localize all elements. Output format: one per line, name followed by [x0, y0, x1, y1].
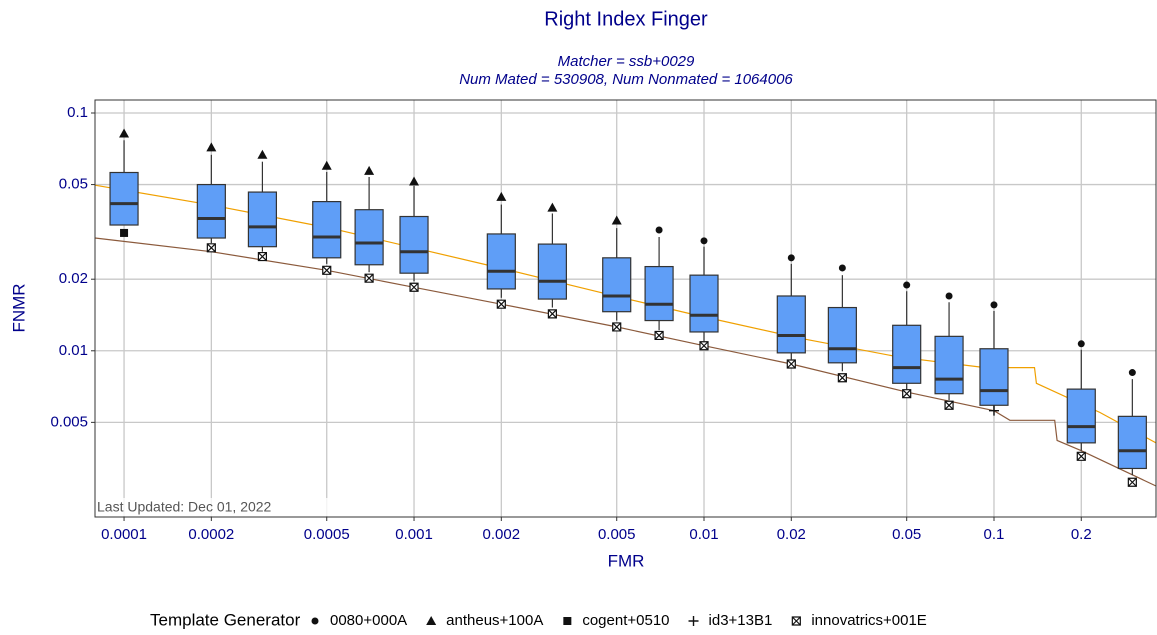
marker-xsquare: [496, 299, 506, 309]
x-axis-label: FMR: [608, 551, 645, 570]
x-tick-label: 0.0005: [304, 526, 350, 543]
box: [354, 209, 384, 266]
marker-triangle: [547, 202, 558, 212]
marker-triangle: [206, 142, 217, 152]
x-tick-label: 0.0002: [188, 526, 234, 543]
x-tick-label: 0.0001: [101, 526, 147, 543]
marker-xsquare: [409, 282, 419, 292]
legend-label: cogent+0510: [582, 612, 669, 629]
box: [776, 295, 806, 354]
y-tick-label: 0.1: [67, 104, 88, 121]
marker-triangle: [257, 149, 268, 159]
box: [644, 265, 674, 322]
box: [399, 215, 429, 274]
marker-triangle: [321, 160, 332, 170]
y-tick-label: 0.02: [59, 270, 88, 287]
marker-xsquare: [654, 330, 664, 341]
box: [247, 191, 278, 248]
x-tick-label: 0.05: [892, 526, 921, 543]
marker-xsquare: [699, 341, 709, 351]
marker-plus: [688, 616, 699, 626]
box: [1066, 388, 1096, 444]
marker-square: [563, 617, 572, 625]
marker-circle: [1128, 369, 1136, 377]
annotation-bg: [96, 498, 328, 516]
legend-label: id3+13B1: [709, 612, 773, 629]
box: [486, 233, 516, 290]
marker-xsquare: [547, 309, 557, 319]
marker-triangle: [119, 128, 130, 138]
marker-xsquare: [322, 265, 332, 275]
y-tick-label: 0.005: [50, 413, 88, 430]
box: [196, 183, 226, 239]
box: [689, 274, 719, 333]
marker-circle: [311, 617, 319, 625]
x-tick-label: 0.001: [395, 526, 433, 543]
marker-square: [120, 228, 129, 237]
box: [892, 324, 922, 384]
box: [537, 243, 567, 300]
marker-plus: [988, 405, 999, 416]
marker-circle: [787, 254, 795, 262]
chart-title: Right Index Finger: [544, 8, 708, 30]
box: [602, 257, 632, 313]
box: [827, 306, 857, 364]
box: [1117, 415, 1147, 470]
y-tick-label: 0.05: [59, 176, 88, 193]
box: [934, 335, 964, 395]
plot-area: 0.1 0.05 0.02 0.01 0.005 0.0001 0.0002 0.0005 0.…: [50, 99, 1157, 543]
legend-label: innovatrics+001E: [811, 612, 927, 629]
marker-xsquare: [1127, 477, 1137, 487]
legend: Template Generator 0080+000A antheus+100A c…: [150, 610, 927, 629]
marker-xsquare: [837, 373, 847, 383]
plot-border: [94, 99, 1157, 518]
annotation: Last Updated: Dec 01, 2022: [97, 499, 272, 515]
marker-triangle: [364, 165, 375, 175]
x-tick-label: 0.1: [984, 526, 1005, 543]
y-tick-label: 0.01: [59, 342, 88, 359]
x-tick-label: 0.002: [483, 526, 521, 543]
chart-subtitle: Matcher = ssb+0029: [558, 53, 695, 70]
marker-triangle: [409, 176, 420, 186]
box: [979, 348, 1009, 406]
marker-triangle: [611, 215, 622, 225]
marker-xsquare: [944, 400, 954, 410]
marker-xsquare: [1076, 451, 1086, 461]
marker-circle: [903, 281, 911, 289]
marker-xsquare: [902, 389, 912, 399]
marker-xsquare: [364, 273, 374, 283]
marker-triangle: [426, 616, 437, 625]
legend-label: antheus+100A: [446, 612, 543, 629]
marker-circle: [990, 301, 998, 309]
x-tick-label: 0.2: [1071, 526, 1092, 543]
legend-title: Template Generator: [150, 610, 301, 629]
chart-subtitle: Num Mated = 530908, Num Nonmated = 10640…: [459, 71, 793, 88]
x-tick-label: 0.01: [689, 526, 718, 543]
marker-xsquare: [612, 322, 622, 332]
box: [109, 171, 139, 226]
marker-circle: [1077, 340, 1085, 348]
marker-circle: [838, 264, 846, 272]
marker-xsquare: [257, 251, 268, 262]
marker-circle: [700, 237, 708, 245]
legend-label: 0080+000A: [330, 612, 407, 629]
box: [312, 200, 342, 259]
marker-circle: [655, 226, 663, 234]
marker-circle: [945, 292, 953, 300]
marker-xsquare: [791, 616, 801, 626]
marker-xsquare: [786, 359, 796, 369]
x-tick-label: 0.005: [598, 526, 636, 543]
marker-xsquare: [206, 243, 216, 253]
marker-triangle: [496, 191, 507, 201]
y-axis-label: FNMR: [9, 283, 28, 332]
x-tick-label: 0.02: [777, 526, 806, 543]
